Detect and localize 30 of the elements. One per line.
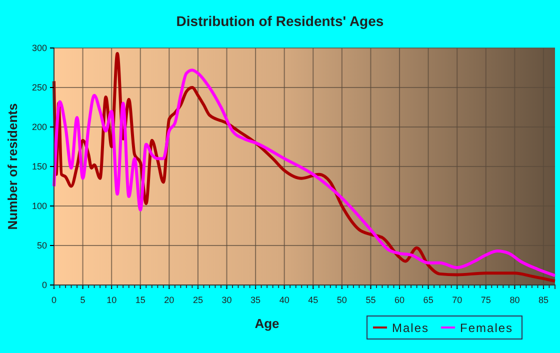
x-tick-label: 85 [538,294,548,305]
legend-label: Males [392,321,430,335]
x-tick-label: 65 [423,294,434,305]
y-tick-label: 250 [32,82,47,92]
x-tick-label: 75 [480,294,491,305]
x-tick-label: 80 [510,294,520,305]
x-tick-label: 15 [135,294,146,305]
y-tick-label: 50 [36,240,47,250]
y-tick-label: 100 [32,200,47,211]
x-tick-label: 50 [336,294,347,305]
y-tick-label: 200 [32,122,47,132]
y-tick-label: 300 [32,42,47,53]
y-axis-title: Number of residents [5,103,20,230]
y-tick-label: 150 [32,161,47,172]
x-tick-label: 25 [192,294,203,305]
x-tick-label: 30 [222,294,232,305]
x-tick-label: 70 [452,294,462,305]
x-tick-label: 10 [106,294,117,305]
x-tick-label: 45 [308,294,318,305]
x-tick-label: 0 [51,294,57,305]
x-axis-title: Age [254,316,280,331]
x-tick-label: 20 [164,294,174,305]
y-tick-label: 0 [42,280,47,290]
x-tick-label: 60 [394,294,405,305]
x-tick-label: 35 [250,294,261,305]
legend-label: Females [460,321,514,335]
x-tick-label: 40 [279,294,290,305]
chart-title: Distribution of Residents' Ages [176,13,384,29]
x-tick-label: 5 [80,294,86,305]
x-tick-label: 55 [366,294,376,305]
